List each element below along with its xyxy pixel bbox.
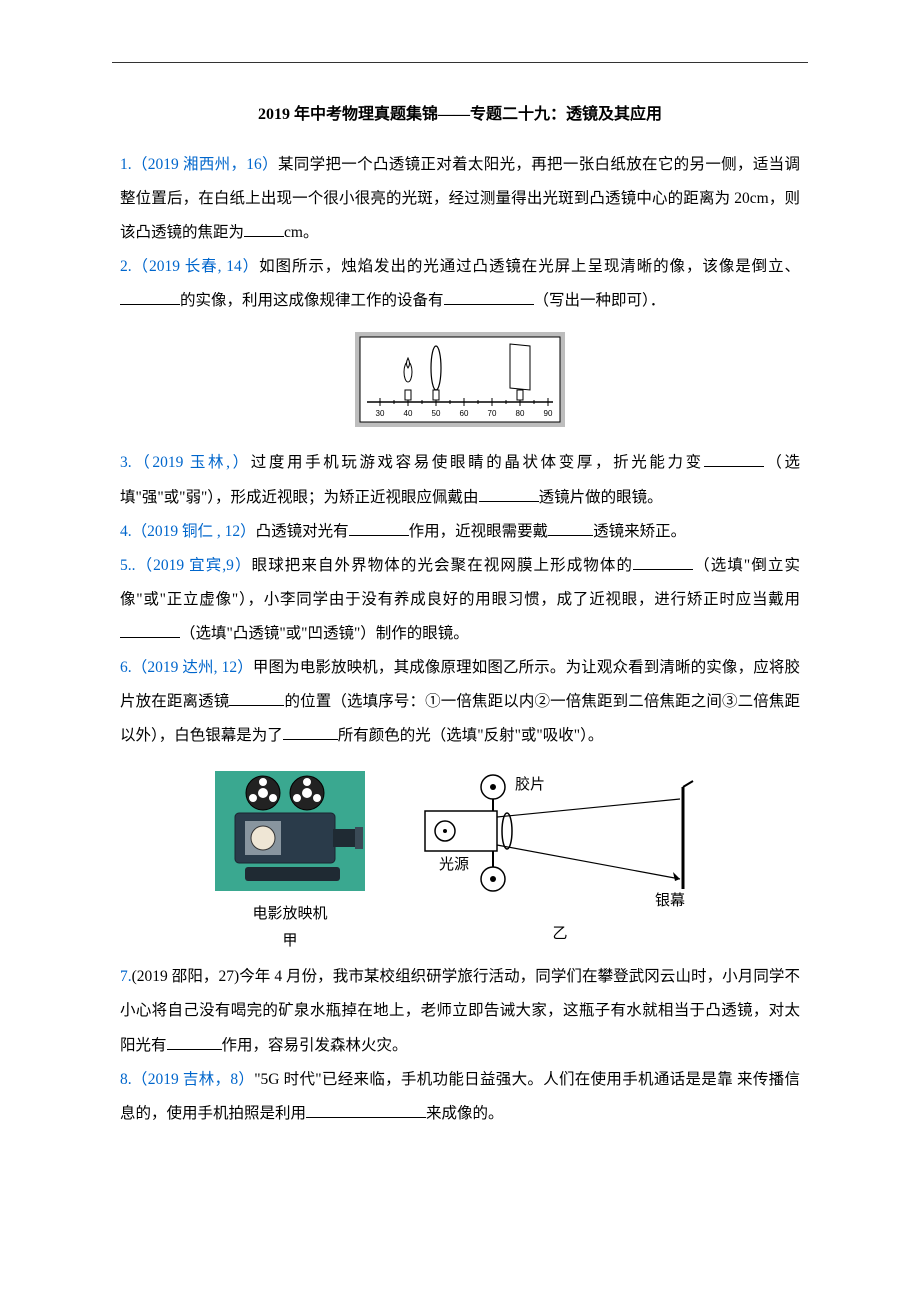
q7-number: 7. [120, 968, 132, 985]
q8-blank [306, 1117, 426, 1118]
q6-number: 6.（2019 达州, 12） [120, 659, 253, 676]
question-8: 8.（2019 吉林，8）"5G 时代"已经来临，手机功能日益强大。人们在使用手… [120, 1063, 800, 1131]
question-6: 6.（2019 达州, 12）甲图为电影放映机，其成像原理如图乙所示。为让观众看… [120, 651, 800, 753]
ruler-label: 50 [432, 409, 441, 418]
projector-diagram-icon: 胶片 光源 [415, 771, 705, 911]
q3-blank1 [704, 466, 764, 467]
candle-icon [404, 358, 412, 400]
q1-text2: cm。 [284, 224, 318, 241]
question-4: 4.（2019 铜仁 , 12）凸透镜对光有 作用，近视眼需要戴 透镜来矫正。 [120, 515, 800, 549]
q1-blank [244, 236, 284, 237]
projector-left: 电影放映机 甲 [215, 771, 365, 950]
q7-source: (2019 邵阳，27) [132, 968, 240, 985]
q6-blank2 [283, 739, 338, 740]
ruler-label: 40 [404, 409, 413, 418]
q1-number: 1.（2019 湘西州，16） [120, 156, 278, 173]
q4-text1: 凸透镜对光有 [256, 523, 349, 540]
q2-text1: 如图所示，烛焰发出的光通过凸透镜在光屏上呈现清晰的像，该像是倒立、 [259, 258, 800, 275]
q4-text3: 透镜来矫正。 [593, 523, 686, 540]
proj-caption-2: 甲 [215, 929, 365, 950]
q4-text2: 作用，近视眼需要戴 [409, 523, 549, 540]
question-7: 7.(2019 邵阳，27)今年 4 月份，我市某校组织研学旅行活动，同学们在攀… [120, 960, 800, 1062]
ruler-label: 70 [488, 409, 497, 418]
q5-text1: 眼球把来自外界物体的光会聚在视网膜上形成物体的 [252, 557, 633, 574]
film-label: 胶片 [515, 776, 545, 793]
q8-number: 8.（2019 吉林，8） [120, 1071, 254, 1088]
optical-bench-svg: 30 40 50 60 70 80 90 [355, 332, 565, 427]
light-label: 光源 [439, 856, 469, 873]
header-rule [112, 62, 808, 63]
q5-number: 5..（2019 宜宾,9） [120, 557, 252, 574]
proj-caption-1: 电影放映机 [215, 902, 365, 923]
q5-blank1 [633, 569, 693, 570]
q5-text3: （选填"凸透镜"或"凹透镜"）制作的眼镜。 [180, 625, 469, 642]
screen-label: 银幕 [655, 892, 685, 909]
q5-blank2 [120, 637, 180, 638]
q2-blank1 [120, 304, 180, 305]
q7-text2: 作用，容易引发森林火灾。 [222, 1037, 408, 1054]
q2-text3: （写出一种即可）． [534, 292, 666, 309]
document-page: 2019 年中考物理真题集锦——专题二十九：透镜及其应用 1.（2019 湘西州… [0, 0, 920, 1302]
projector-right: 胶片 光源 [415, 771, 705, 943]
question-5: 5..（2019 宜宾,9）眼球把来自外界物体的光会聚在视网膜上形成物体的 （选填… [120, 549, 800, 651]
ruler-label: 30 [376, 409, 385, 418]
q3-blank2 [479, 501, 539, 502]
q6-blank1 [229, 705, 284, 706]
q4-blank1 [349, 535, 409, 536]
q3-text3: 透镜片做的眼镜。 [539, 489, 663, 506]
figure-optical-bench: 30 40 50 60 70 80 90 [120, 332, 800, 432]
ruler-label: 90 [544, 409, 553, 418]
q8-text2: 来成像的。 [426, 1105, 504, 1122]
projector-image-icon [215, 771, 365, 891]
ruler-label: 80 [516, 409, 525, 418]
question-2: 2.（2019 长春, 14）如图所示，烛焰发出的光通过凸透镜在光屏上呈现清晰的… [120, 250, 800, 318]
proj-caption-right: 乙 [415, 922, 705, 943]
figure-projector: 电影放映机 甲 胶片 [120, 771, 800, 950]
q3-text1: 过度用手机玩游戏容易使眼睛的晶状体变厚，折光能力变 [251, 454, 704, 471]
q3-number: 3.（2019 玉林,） [120, 454, 251, 471]
q2-text2: 的实像，利用这成像规律工作的设备有 [180, 292, 444, 309]
lens-icon [431, 346, 441, 400]
q6-text3: 所有颜色的光（选填"反射"或"吸收"）。 [338, 727, 604, 744]
q2-number: 2.（2019 长春, 14） [120, 258, 259, 275]
q4-number: 4.（2019 铜仁 , 12） [120, 523, 256, 540]
q7-blank [167, 1049, 222, 1050]
question-3: 3.（2019 玉林,）过度用手机玩游戏容易使眼睛的晶状体变厚，折光能力变（选填… [120, 446, 800, 514]
ruler-label: 60 [460, 409, 469, 418]
q2-blank2 [444, 304, 534, 305]
document-title: 2019 年中考物理真题集锦——专题二十九：透镜及其应用 [120, 100, 800, 124]
question-1: 1.（2019 湘西州，16）某同学把一个凸透镜正对着太阳光，再把一张白纸放在它… [120, 148, 800, 250]
q4-blank2 [548, 535, 593, 536]
